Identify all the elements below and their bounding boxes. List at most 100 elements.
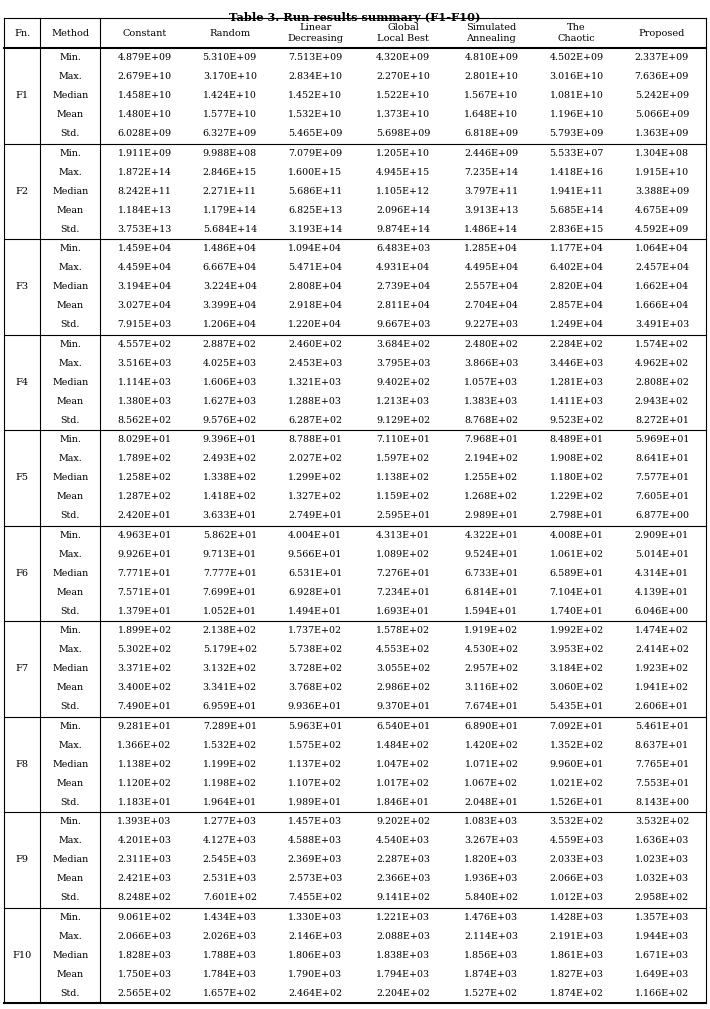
Text: 2.557E+04: 2.557E+04 — [464, 283, 518, 292]
Text: Std.: Std. — [60, 321, 80, 330]
Text: 9.227E+03: 9.227E+03 — [464, 321, 518, 330]
Text: 9.523E+02: 9.523E+02 — [550, 416, 603, 425]
Text: 3.193E+14: 3.193E+14 — [288, 225, 342, 234]
Text: 1.828E+03: 1.828E+03 — [117, 950, 172, 960]
Text: 5.793E+09: 5.793E+09 — [550, 129, 603, 138]
Text: 1.094E+04: 1.094E+04 — [288, 244, 342, 253]
Text: Mean: Mean — [57, 397, 84, 406]
Text: 1.032E+03: 1.032E+03 — [635, 875, 689, 883]
Text: 6.327E+09: 6.327E+09 — [202, 129, 257, 138]
Text: 1.915E+10: 1.915E+10 — [635, 167, 689, 177]
Text: 7.079E+09: 7.079E+09 — [288, 148, 342, 157]
Text: F8: F8 — [16, 760, 28, 769]
Text: 3.795E+03: 3.795E+03 — [376, 358, 430, 367]
Text: Min.: Min. — [60, 531, 81, 540]
Text: 7.234E+01: 7.234E+01 — [376, 588, 430, 597]
Text: Median: Median — [53, 377, 89, 386]
Text: 1.874E+03: 1.874E+03 — [464, 970, 518, 979]
Text: 4.540E+03: 4.540E+03 — [376, 836, 430, 846]
Text: 4.502E+09: 4.502E+09 — [550, 53, 603, 62]
Text: 7.110E+01: 7.110E+01 — [376, 435, 430, 444]
Text: 2.811E+04: 2.811E+04 — [376, 302, 430, 311]
Text: 5.533E+07: 5.533E+07 — [550, 148, 603, 157]
Text: 2.679E+10: 2.679E+10 — [117, 73, 172, 81]
Text: 1.486E+04: 1.486E+04 — [203, 244, 257, 253]
Text: 5.465E+09: 5.465E+09 — [288, 129, 342, 138]
Text: The
Chaotic: The Chaotic — [558, 23, 596, 42]
Text: 1.081E+10: 1.081E+10 — [550, 91, 603, 100]
Text: 1.989E+01: 1.989E+01 — [288, 798, 342, 807]
Text: 1.594E+01: 1.594E+01 — [464, 607, 518, 615]
Text: 9.960E+01: 9.960E+01 — [550, 760, 603, 769]
Text: 1.522E+10: 1.522E+10 — [376, 91, 430, 100]
Text: Max.: Max. — [58, 73, 82, 81]
Text: 2.337E+09: 2.337E+09 — [635, 53, 689, 62]
Text: 2.573E+03: 2.573E+03 — [288, 875, 342, 883]
Text: 3.953E+02: 3.953E+02 — [550, 645, 603, 654]
Text: 2.565E+02: 2.565E+02 — [117, 989, 172, 998]
Text: 7.605E+01: 7.605E+01 — [635, 492, 689, 501]
Text: 2.284E+02: 2.284E+02 — [550, 340, 603, 348]
Text: 2.834E+10: 2.834E+10 — [288, 73, 342, 81]
Text: 5.685E+14: 5.685E+14 — [550, 206, 603, 215]
Text: 1.856E+03: 1.856E+03 — [464, 950, 518, 960]
Text: Constant: Constant — [122, 28, 167, 37]
Text: 3.371E+02: 3.371E+02 — [117, 664, 172, 673]
Text: 2.749E+01: 2.749E+01 — [288, 512, 342, 521]
Text: 4.495E+04: 4.495E+04 — [464, 263, 518, 272]
Text: 6.814E+01: 6.814E+01 — [464, 588, 518, 597]
Text: 1.268E+02: 1.268E+02 — [464, 492, 518, 501]
Text: 1.941E+11: 1.941E+11 — [550, 187, 603, 196]
Text: 7.777E+01: 7.777E+01 — [203, 569, 257, 578]
Text: Min.: Min. — [60, 626, 81, 635]
Text: 2.204E+02: 2.204E+02 — [376, 989, 430, 998]
Text: 1.418E+16: 1.418E+16 — [550, 167, 603, 177]
Text: 9.874E+14: 9.874E+14 — [376, 225, 430, 234]
Text: 3.516E+03: 3.516E+03 — [117, 358, 172, 367]
Text: Mean: Mean — [57, 302, 84, 311]
Text: 6.028E+09: 6.028E+09 — [117, 129, 172, 138]
Text: 2.545E+03: 2.545E+03 — [202, 856, 257, 865]
Text: 2.798E+01: 2.798E+01 — [550, 512, 603, 521]
Text: 6.825E+13: 6.825E+13 — [288, 206, 342, 215]
Text: 2.739E+04: 2.739E+04 — [376, 283, 430, 292]
Text: Median: Median — [53, 569, 89, 578]
Text: 5.686E+11: 5.686E+11 — [288, 187, 342, 196]
Text: 1.737E+02: 1.737E+02 — [288, 626, 342, 635]
Text: 1.578E+02: 1.578E+02 — [376, 626, 430, 635]
Text: 1.846E+01: 1.846E+01 — [376, 798, 430, 807]
Text: F3: F3 — [16, 283, 28, 292]
Text: Max.: Max. — [58, 454, 82, 463]
Text: 5.684E+14: 5.684E+14 — [202, 225, 257, 234]
Text: 9.281E+01: 9.281E+01 — [117, 721, 172, 731]
Text: Max.: Max. — [58, 358, 82, 367]
Text: Max.: Max. — [58, 836, 82, 846]
Text: 1.936E+03: 1.936E+03 — [464, 875, 518, 883]
Text: Std.: Std. — [60, 129, 80, 138]
Text: 1.064E+04: 1.064E+04 — [635, 244, 689, 253]
Text: F10: F10 — [13, 950, 32, 960]
Text: 1.532E+02: 1.532E+02 — [202, 741, 257, 750]
Text: 1.196E+10: 1.196E+10 — [550, 110, 603, 119]
Text: 5.242E+09: 5.242E+09 — [635, 91, 689, 100]
Text: 1.363E+09: 1.363E+09 — [635, 129, 689, 138]
Text: 8.242E+11: 8.242E+11 — [118, 187, 171, 196]
Text: 2.271E+11: 2.271E+11 — [203, 187, 257, 196]
Text: 1.575E+02: 1.575E+02 — [288, 741, 342, 750]
Text: 1.299E+02: 1.299E+02 — [288, 473, 342, 482]
Text: 2.287E+03: 2.287E+03 — [376, 856, 430, 865]
Text: 4.322E+01: 4.322E+01 — [464, 531, 518, 540]
Text: 1.627E+03: 1.627E+03 — [202, 397, 257, 406]
Text: 4.320E+09: 4.320E+09 — [376, 53, 430, 62]
Text: F2: F2 — [16, 187, 28, 196]
Text: 7.674E+01: 7.674E+01 — [464, 702, 518, 711]
Text: 1.474E+02: 1.474E+02 — [635, 626, 689, 635]
Text: 3.027E+04: 3.027E+04 — [117, 302, 172, 311]
Text: 4.553E+02: 4.553E+02 — [376, 645, 430, 654]
Text: 2.414E+02: 2.414E+02 — [635, 645, 689, 654]
Text: 7.699E+01: 7.699E+01 — [202, 588, 257, 597]
Text: 3.194E+04: 3.194E+04 — [117, 283, 172, 292]
Text: 2.033E+03: 2.033E+03 — [550, 856, 603, 865]
Text: 1.806E+03: 1.806E+03 — [288, 950, 342, 960]
Text: Median: Median — [53, 664, 89, 673]
